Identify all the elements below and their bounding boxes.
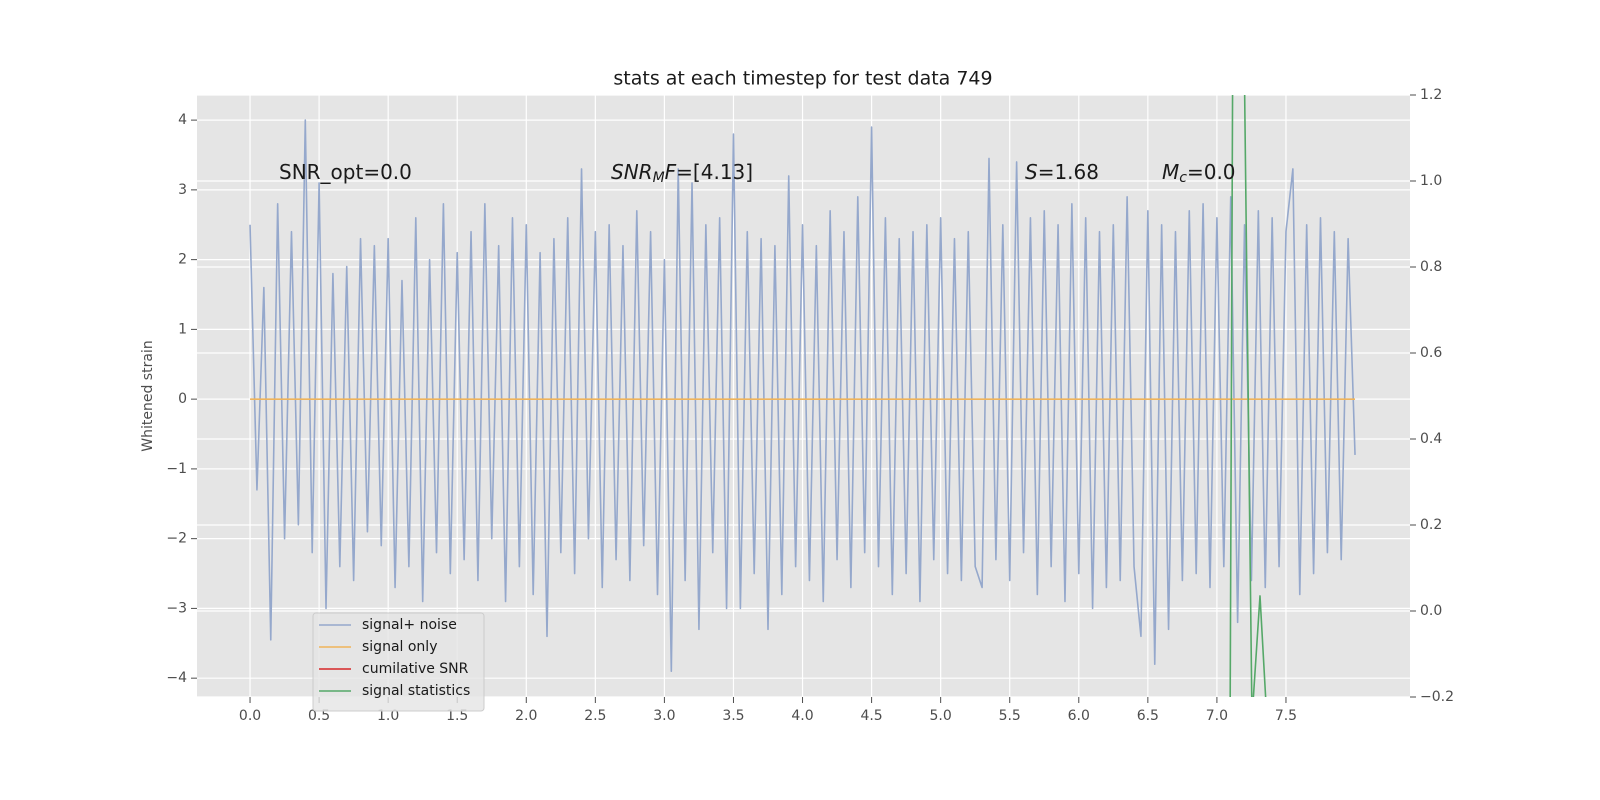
annotation-part: =[4.13] xyxy=(676,160,753,184)
x-tick-label: 0.0 xyxy=(239,708,261,724)
annotation: SNRMF=[4.13] xyxy=(611,160,753,187)
annotation-part: F xyxy=(665,160,677,184)
y-tick-label: −4 xyxy=(166,670,187,686)
legend-label: cumilative SNR xyxy=(362,661,469,677)
y-tick-label: 1 xyxy=(178,321,187,337)
annotation-part: =1.68 xyxy=(1038,160,1099,184)
chart-title: stats at each timestep for test data 749 xyxy=(613,68,992,90)
y-axis-label: Whitened strain xyxy=(140,340,156,451)
x-tick-label: 7.5 xyxy=(1275,708,1297,724)
x-tick-label: 6.5 xyxy=(1137,708,1159,724)
y-tick-label: −1 xyxy=(166,461,187,477)
annotation: SNR_opt=0.0 xyxy=(279,160,412,184)
annotation: Mc=0.0 xyxy=(1162,160,1236,187)
x-tick-label: 1.0 xyxy=(377,708,399,724)
y-tick-label: 0 xyxy=(178,391,187,407)
annotation-part: c xyxy=(1179,170,1187,186)
legend-box xyxy=(312,612,485,712)
annotation-part: M xyxy=(1162,160,1179,184)
y-tick-label: 3 xyxy=(178,182,187,198)
series-line xyxy=(249,119,1356,672)
x-tick-label: 5.0 xyxy=(930,708,952,724)
annotation-part: =0.0 xyxy=(1187,160,1236,184)
annotation-part: S xyxy=(1025,160,1038,184)
y-tick-label: −2 xyxy=(166,531,187,547)
x-tick-label: 4.5 xyxy=(860,708,882,724)
series-line xyxy=(1229,95,1267,697)
annotation: S=1.68 xyxy=(1025,160,1099,184)
x-tick-label: 5.5 xyxy=(999,708,1021,724)
annotation-part: SNR_opt=0.0 xyxy=(279,160,412,184)
y2-tick-label: 0.6 xyxy=(1420,345,1442,361)
y-tick-label: 2 xyxy=(178,252,187,268)
annotation-part: M xyxy=(653,170,665,186)
y2-tick-label: 0.0 xyxy=(1420,603,1442,619)
x-tick-label: 1.5 xyxy=(446,708,468,724)
legend-label: signal only xyxy=(362,639,437,655)
axes: 0.0 0.5 1.0 1.5 2.0 2.5 3.0 3.5 4.0 4.5 5.0 5.5 6.0 6… xyxy=(166,87,1454,724)
y-tick-label: −3 xyxy=(166,600,187,616)
y2-tick-label: 1.0 xyxy=(1420,173,1442,189)
annotation-part: SNR xyxy=(611,160,653,184)
y-tick-label: 4 xyxy=(178,112,187,128)
y2-tick-label: −0.2 xyxy=(1420,689,1454,705)
x-tick-label: 7.0 xyxy=(1206,708,1228,724)
plot-area xyxy=(197,95,1410,697)
legend: signal+ noise signal only cumilative SNR si… xyxy=(312,612,485,712)
y2-tick-label: 0.2 xyxy=(1420,517,1442,533)
x-tick-label: 6.0 xyxy=(1068,708,1090,724)
legend-label: signal statistics xyxy=(362,683,470,699)
x-tick-label: 3.5 xyxy=(722,708,744,724)
y2-tick-label: 0.8 xyxy=(1420,259,1442,275)
x-tick-label: 0.5 xyxy=(308,708,330,724)
x-tick-label: 4.0 xyxy=(791,708,813,724)
legend-label: signal+ noise xyxy=(362,617,457,633)
x-tick-label: 2.5 xyxy=(584,708,606,724)
marks xyxy=(249,95,1356,697)
y2-tick-label: 1.2 xyxy=(1420,87,1442,103)
y2-tick-label: 0.4 xyxy=(1420,431,1442,447)
x-tick-label: 3.0 xyxy=(653,708,675,724)
x-tick-label: 2.0 xyxy=(515,708,537,724)
